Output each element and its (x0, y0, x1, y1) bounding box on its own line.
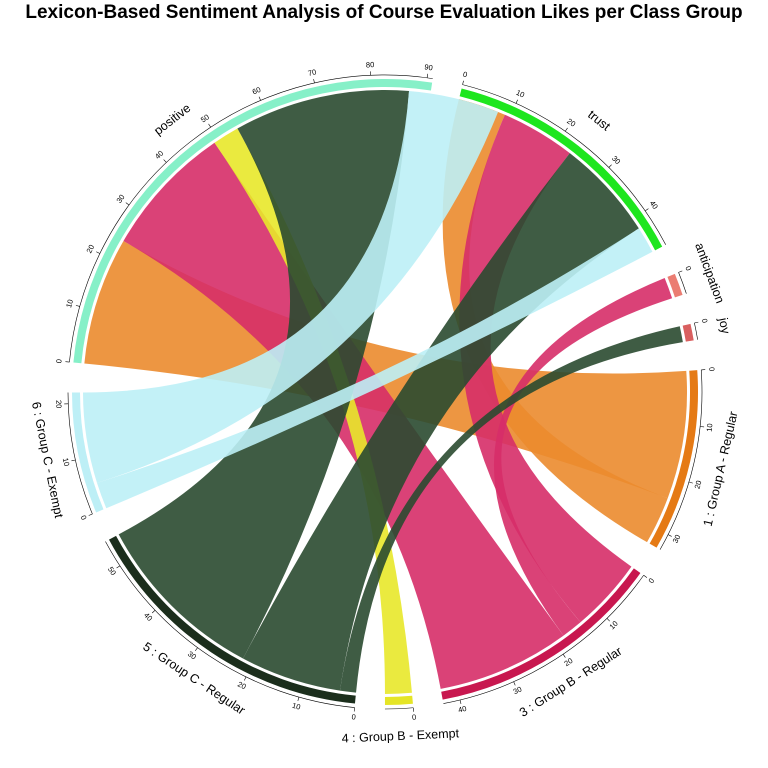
tick-label-positive-80: 80 (366, 60, 375, 69)
tick-label-group_b_regular-40: 40 (457, 704, 467, 715)
tick-label-positive-0: 0 (54, 359, 63, 364)
tick-label-positive-40: 40 (153, 149, 165, 161)
sector-axis-group_c_exempt (67, 392, 93, 515)
sector-track-anticipation (667, 273, 683, 298)
tick-mark-trust-20 (565, 127, 568, 132)
tick-label-positive-30: 30 (114, 193, 126, 205)
sector-label-positive: positive (151, 101, 193, 138)
sector-axis-anticipation (678, 272, 687, 294)
tick-label-group_c_regular-0: 0 (351, 712, 356, 721)
tick-mark-group_b_regular-20 (562, 654, 566, 658)
tick-label-joy-0: 0 (700, 318, 710, 324)
sector-axis-positive (69, 74, 433, 363)
sector-label-group_b_regular: 3 : Group B - Regular (517, 644, 625, 720)
tick-label-group_c_regular-10: 10 (291, 701, 301, 712)
tick-label-group_c_regular-30: 30 (186, 649, 198, 661)
tick-label-group_c_exempt-20: 20 (54, 400, 63, 409)
sector-axis-group_a_regular (659, 369, 703, 550)
tick-mark-positive-10 (75, 305, 80, 307)
sector-label-group_b_exempt: 4 : Group B - Exempt (341, 726, 459, 745)
tick-label-group_b_regular-0: 0 (647, 576, 657, 585)
tick-label-group_c_regular-50: 50 (106, 565, 118, 577)
link-group_b_exempt-to-positive (214, 128, 412, 694)
tick-mark-positive-90 (426, 73, 428, 78)
tick-mark-joy-0 (694, 321, 699, 324)
tick-label-group_c_exempt-10: 10 (61, 457, 72, 467)
tick-label-group_c_exempt-0: 0 (79, 514, 89, 521)
tick-label-group_b_exempt-0: 0 (412, 713, 417, 722)
tick-label-group_a_regular-0: 0 (707, 367, 716, 372)
tick-label-anticipation-0: 0 (683, 265, 693, 272)
tick-mark-group_c_regular-30 (194, 647, 198, 652)
sector-axis-trust (462, 84, 667, 245)
link-group_c_regular-to-joy (339, 326, 683, 693)
tick-label-trust-10: 10 (515, 88, 526, 100)
tick-mark-trust-10 (515, 99, 518, 104)
tick-mark-group_a_regular-30 (667, 534, 672, 537)
chart-title: Lexicon-Based Sentiment Analysis of Cour… (25, 2, 743, 23)
link-group_c_regular-to-positive (118, 90, 410, 659)
tick-mark-positive-70 (313, 78, 315, 84)
tick-mark-group_c_regular-50 (116, 565, 121, 569)
tick-mark-group_c_exempt-0 (88, 513, 93, 516)
link-group_c_exempt-to-trust (96, 228, 653, 509)
link-group_b_regular-to-anticipation (493, 278, 673, 636)
tick-label-group_a_regular-20: 20 (693, 479, 704, 490)
tick-label-positive-20: 20 (85, 243, 97, 254)
tick-mark-group_a_regular-20 (688, 481, 693, 484)
sector-track-group_b_exempt (384, 695, 413, 705)
tick-mark-group_b_regular-40 (459, 699, 462, 704)
tick-label-group_b_regular-30: 30 (512, 685, 523, 697)
tick-label-group_a_regular-10: 10 (705, 423, 715, 432)
sector-label-trust: trust (585, 107, 613, 133)
tick-mark-trust-0 (462, 80, 464, 85)
sector-axis-group_b_regular (443, 575, 644, 704)
sector-label-anticipation: anticipation (692, 241, 727, 305)
tick-mark-trust-40 (644, 208, 649, 212)
sector-label-group_c_exempt: 6 : Group C - Exempt (29, 401, 66, 520)
tick-mark-group_c_regular-10 (297, 697, 300, 702)
tick-label-trust-40: 40 (648, 199, 660, 211)
sector-tracks-layer (72, 78, 699, 705)
tick-mark-group_c_regular-20 (244, 676, 247, 681)
tick-mark-group_b_regular-10 (606, 618, 610, 622)
tick-label-trust-0: 0 (462, 70, 468, 80)
tick-mark-positive-20 (96, 251, 100, 254)
tick-mark-positive-30 (125, 202, 130, 206)
tick-label-group_a_regular-30: 30 (671, 533, 683, 545)
sector-axis-group_c_regular (105, 541, 355, 708)
tick-mark-group_c_exempt-10 (71, 459, 76, 462)
link-group_c_regular-to-trust (242, 153, 639, 691)
links-layer (83, 90, 687, 694)
sector-track-joy (682, 323, 694, 342)
tick-mark-anticipation-0 (678, 270, 683, 273)
sector-axis-group_b_exempt (384, 707, 414, 710)
tick-label-positive-50: 50 (199, 112, 211, 124)
tick-label-trust-20: 20 (565, 117, 577, 129)
tick-mark-positive-60 (258, 96, 261, 101)
tick-mark-group_b_regular-30 (513, 681, 516, 686)
tick-label-trust-30: 30 (610, 154, 622, 166)
tick-label-group_b_regular-20: 20 (562, 656, 574, 668)
tick-label-group_c_regular-20: 20 (236, 680, 247, 692)
tick-mark-positive-40 (163, 159, 167, 163)
tick-mark-group_c_regular-40 (151, 610, 156, 614)
tick-label-positive-60: 60 (251, 85, 262, 97)
tick-mark-positive-50 (208, 123, 211, 128)
tick-label-positive-70: 70 (307, 67, 317, 78)
tick-mark-group_b_regular-0 (643, 575, 648, 578)
tick-mark-trust-30 (608, 164, 612, 168)
tick-label-positive-90: 90 (424, 62, 433, 72)
sector-label-joy: joy (716, 316, 733, 336)
link-group_c_exempt-to-positive (83, 90, 499, 483)
sector-track-group_c_exempt (72, 392, 104, 513)
tick-label-positive-10: 10 (64, 298, 75, 308)
sector-track-group_a_regular (649, 370, 699, 548)
sector-axis-joy (694, 322, 698, 340)
